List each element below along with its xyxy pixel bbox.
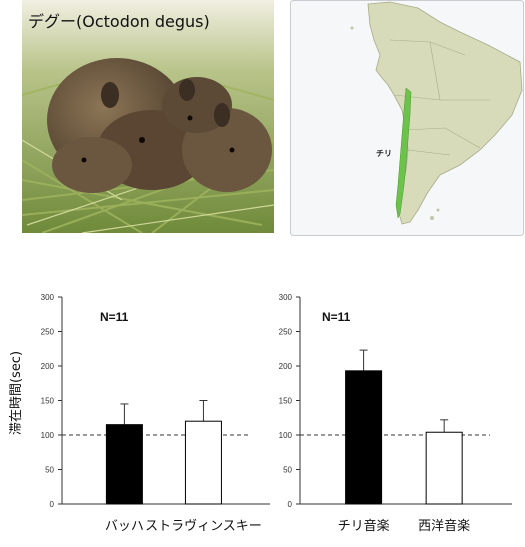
y-tick-label: 100	[41, 431, 55, 440]
y-tick-label: 200	[279, 362, 293, 371]
chart-bach-stravinsky: 0 50 100 150 200 250 300 バッハ ストラヴィンスキー N=11	[41, 293, 270, 534]
y-tick-label: 300	[41, 293, 55, 302]
map-label-chile: チリ	[376, 149, 392, 158]
bar	[105, 424, 143, 505]
y-tick-label: 150	[41, 397, 55, 406]
bar	[184, 420, 222, 505]
y-tick-label: 50	[45, 466, 54, 475]
y-tick-label: 250	[41, 328, 55, 337]
sample-size-label: N=11	[322, 310, 351, 324]
y-tick-label: 300	[279, 293, 293, 302]
category-label: バッハ	[105, 519, 144, 534]
chile-highlight	[395, 87, 412, 219]
y-tick-label: 250	[279, 328, 293, 337]
y-tick-label: 0	[50, 500, 55, 509]
category-label: チリ音楽	[338, 518, 390, 534]
south-america-landmass	[367, 1, 523, 225]
y-tick-label: 0	[288, 500, 293, 509]
y-tick-label: 150	[279, 397, 293, 406]
category-label: ストラヴィンスキー	[145, 518, 262, 534]
chart-area: 滞在時間(sec) 0 50 100 150 200 250 300 バッハ ストラヴィンスキー…	[9, 293, 512, 534]
y-tick-label: 200	[41, 362, 55, 371]
bar	[425, 431, 463, 505]
y-tick-label: 50	[283, 466, 292, 475]
degu-photo	[22, 0, 274, 233]
y-axis-title: 滞在時間(sec)	[9, 351, 24, 435]
degu-photo-drawing	[22, 0, 274, 233]
y-tick-label: 100	[279, 431, 293, 440]
map-drawing: チリ	[290, 0, 524, 236]
south-america-map: チリ	[290, 0, 524, 236]
category-label: 西洋音楽	[418, 518, 470, 534]
chart-chile-western: 0 50 100 150 200 250 300 チリ音楽 西洋音楽 N=11	[279, 293, 512, 534]
photo-title: デグー(Octodon degus)	[28, 12, 210, 31]
y-axis-label: 滞在時間(sec)	[9, 351, 24, 435]
bar	[345, 370, 383, 505]
sample-size-label: N=11	[100, 310, 129, 324]
bar-charts: 滞在時間(sec) 0 50 100 150 200 250 300 バッハ ストラヴィンスキー…	[0, 285, 525, 543]
